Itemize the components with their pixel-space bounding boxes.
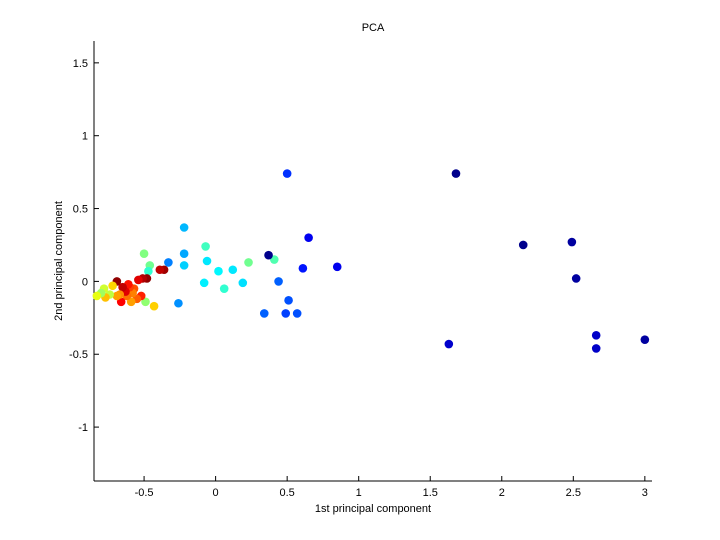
scatter-point: [264, 250, 273, 260]
scatter-point: [112, 291, 122, 301]
scatter-point: [201, 242, 210, 251]
scatter-point: [164, 258, 173, 267]
scatter-point: [179, 249, 189, 259]
y-tick-label: 0.5: [73, 204, 88, 216]
x-tick-label: 3: [642, 487, 648, 499]
x-tick-label: 2.5: [566, 487, 581, 499]
scatter-point: [259, 309, 269, 318]
scatter-point: [451, 169, 461, 178]
data-points: [92, 169, 650, 353]
scatter-point: [298, 263, 308, 273]
y-tick-label: 0: [82, 276, 88, 288]
scatter-point: [134, 275, 143, 285]
scatter-point: [281, 309, 291, 318]
scatter-point: [591, 344, 601, 353]
scatter-point: [144, 266, 153, 276]
y-ticks: -1 -0.5 0 0.5 1 1.5: [69, 58, 99, 434]
scatter-point: [149, 301, 159, 311]
y-tick-label: 1: [82, 131, 88, 143]
x-tick-label: 0.5: [280, 487, 295, 499]
scatter-point: [228, 265, 238, 275]
scatter-point: [567, 237, 577, 247]
x-tick-label: 0: [213, 487, 219, 499]
scatter-point: [292, 309, 302, 318]
scatter-point: [214, 266, 223, 276]
scatter-point: [174, 298, 183, 308]
scatter-point: [199, 278, 209, 288]
x-tick-label: 1: [356, 487, 362, 499]
scatter-point: [139, 249, 149, 259]
scatter-point: [332, 262, 342, 272]
scatter-point: [284, 296, 293, 305]
y-tick-label: -1: [78, 422, 88, 434]
scatter-point: [179, 223, 189, 232]
scatter-point: [591, 331, 601, 340]
scatter-point: [640, 335, 650, 344]
y-tick-label: -0.5: [69, 349, 88, 361]
scatter-point: [92, 291, 102, 301]
plot-area: -0.5 0 0.5 1 1.5 2 2.5 3 -1 -0.5 0 0.5 1 1.5: [69, 41, 652, 499]
y-tick-label: 1.5: [73, 58, 88, 70]
x-tick-label: 2: [499, 487, 505, 499]
scatter-point: [304, 233, 313, 242]
scatter-point: [219, 284, 229, 293]
scatter-point: [571, 274, 581, 283]
x-axis-title: 1st principal component: [315, 503, 431, 515]
chart-title: PCA: [362, 22, 385, 34]
scatter-point: [282, 169, 292, 178]
scatter-point: [179, 261, 189, 270]
scatter-point: [155, 265, 165, 275]
x-tick-label: 1.5: [423, 487, 438, 499]
scatter-point: [274, 277, 283, 286]
x-ticks: -0.5 0 0.5 1 1.5 2 2.5 3: [135, 476, 648, 499]
scatter-point: [244, 258, 253, 267]
scatter-point: [202, 256, 212, 266]
scatter-point: [518, 240, 528, 250]
scatter-point: [118, 282, 127, 292]
scatter-point: [444, 339, 454, 349]
x-tick-label: -0.5: [135, 487, 154, 499]
scatter-point: [238, 278, 248, 288]
scatter-point: [108, 281, 117, 291]
y-axis-title: 2nd principal component: [53, 201, 65, 321]
